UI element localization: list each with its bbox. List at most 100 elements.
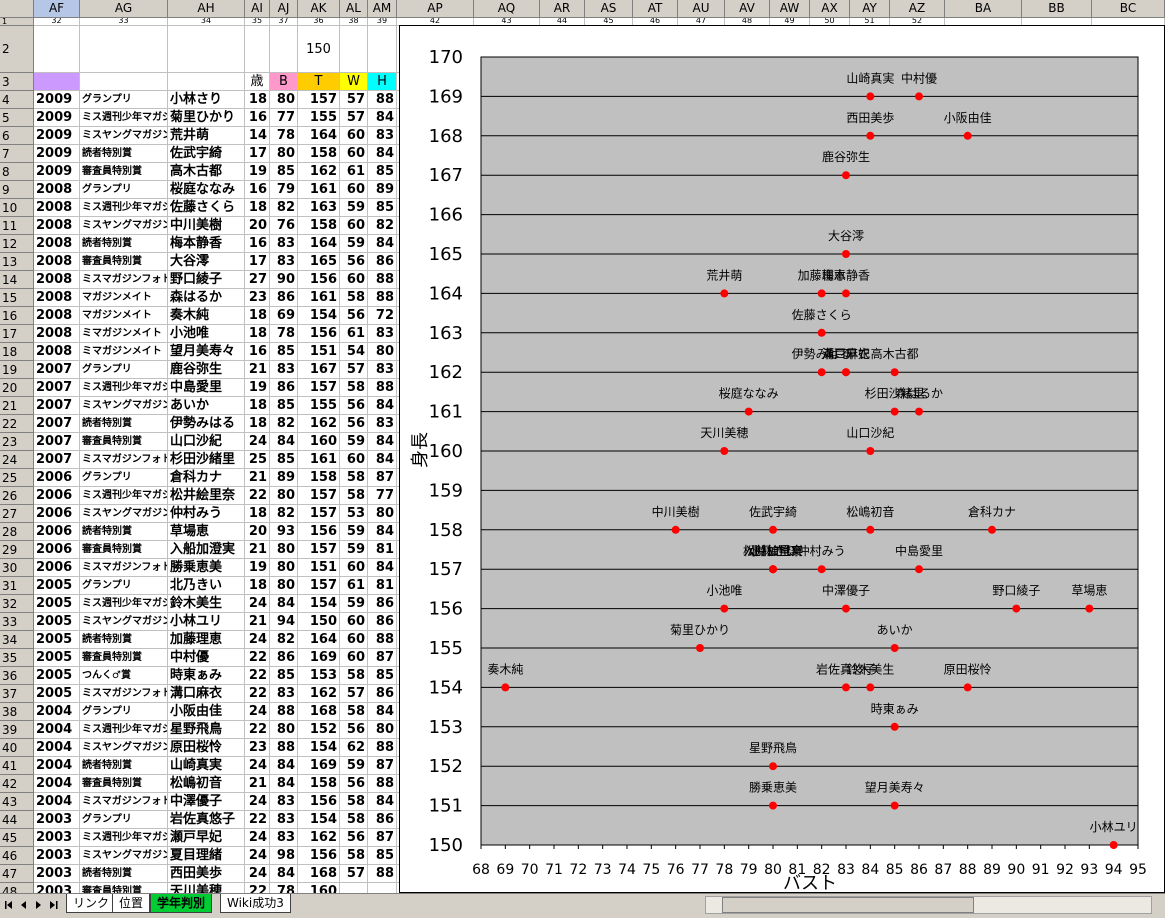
cell[interactable]: 88 — [368, 739, 397, 757]
row-header[interactable]: 39 — [0, 721, 34, 739]
cell[interactable]: 86 — [368, 685, 397, 703]
cell[interactable]: 梅本静香 — [168, 235, 245, 253]
column-header[interactable]: AK — [298, 0, 340, 18]
row-header[interactable]: 42 — [0, 775, 34, 793]
cell[interactable]: 85 — [270, 343, 298, 361]
cell[interactable]: 小林さり — [168, 91, 245, 109]
cell[interactable]: 83 — [368, 415, 397, 433]
cell[interactable]: 菊里ひかり — [168, 109, 245, 127]
cell[interactable]: 60 — [340, 127, 368, 145]
cell[interactable]: 89 — [368, 181, 397, 199]
row-header[interactable]: 5 — [0, 109, 34, 127]
cell[interactable] — [34, 26, 80, 73]
cell[interactable]: 22 — [245, 811, 270, 829]
cell[interactable]: 小阪由佳 — [168, 703, 245, 721]
cell[interactable]: 88 — [368, 271, 397, 289]
cell[interactable]: 27 — [245, 271, 270, 289]
cell[interactable]: 奏木純 — [168, 307, 245, 325]
cell[interactable]: 160 — [298, 433, 340, 451]
cell[interactable]: 150 — [298, 26, 340, 73]
cell[interactable]: 154 — [298, 811, 340, 829]
cell[interactable]: 89 — [270, 469, 298, 487]
cell[interactable]: 2004 — [34, 721, 80, 739]
cell[interactable]: 2003 — [34, 847, 80, 865]
row-header[interactable]: 9 — [0, 181, 34, 199]
cell[interactable]: ミスヤングマガジン — [80, 847, 168, 865]
scroll-thumb[interactable] — [722, 897, 974, 913]
cell[interactable]: 80 — [270, 487, 298, 505]
cell[interactable]: ミスマガジンフォト — [80, 793, 168, 811]
cell[interactable]: ミスヤングマガジン — [80, 127, 168, 145]
cell[interactable]: 56 — [340, 415, 368, 433]
sheet-tab[interactable]: リンク — [66, 894, 117, 913]
row-header[interactable]: 14 — [0, 271, 34, 289]
cell[interactable]: 2006 — [34, 541, 80, 559]
cell[interactable]: 84 — [368, 703, 397, 721]
cell[interactable]: 小池唯 — [168, 325, 245, 343]
cell[interactable]: 80 — [270, 91, 298, 109]
cell[interactable]: 小林ユリ — [168, 613, 245, 631]
cell[interactable]: 33 — [80, 18, 168, 26]
cell[interactable]: 歳 — [245, 73, 270, 91]
cell[interactable]: 22 — [245, 487, 270, 505]
cell[interactable]: ミスヤングマガジン — [80, 397, 168, 415]
cell[interactable]: グランプリ — [80, 577, 168, 595]
cell[interactable]: 158 — [298, 775, 340, 793]
cell[interactable]: 読者特別賞 — [80, 235, 168, 253]
row-header[interactable]: 22 — [0, 415, 34, 433]
cell[interactable]: 156 — [298, 271, 340, 289]
row-header[interactable]: 16 — [0, 307, 34, 325]
cell[interactable]: 155 — [298, 109, 340, 127]
cell[interactable]: 59 — [340, 757, 368, 775]
cell[interactable]: 16 — [245, 109, 270, 127]
cell[interactable]: 57 — [340, 865, 368, 883]
cell[interactable]: 2007 — [34, 379, 80, 397]
cell[interactable]: 21 — [245, 613, 270, 631]
column-header[interactable]: AT — [633, 0, 678, 18]
cell[interactable]: 87 — [368, 757, 397, 775]
cell[interactable]: 24 — [245, 703, 270, 721]
cell[interactable]: 85 — [270, 667, 298, 685]
cell[interactable]: 22 — [245, 685, 270, 703]
cell[interactable] — [270, 26, 298, 73]
cell[interactable]: 86 — [368, 811, 397, 829]
cell[interactable]: 読者特別賞 — [80, 145, 168, 163]
cell[interactable]: 60 — [340, 613, 368, 631]
cell[interactable]: グランプリ — [80, 469, 168, 487]
cell[interactable]: 18 — [245, 577, 270, 595]
cell[interactable]: 2004 — [34, 739, 80, 757]
cell[interactable]: 2007 — [34, 433, 80, 451]
cell[interactable]: 83 — [270, 811, 298, 829]
cell[interactable]: 86 — [368, 613, 397, 631]
cell[interactable]: 14 — [245, 127, 270, 145]
cell[interactable]: 151 — [298, 559, 340, 577]
cell[interactable]: 58 — [340, 667, 368, 685]
cell[interactable]: 杉田沙緒里 — [168, 451, 245, 469]
cell[interactable]: 164 — [298, 127, 340, 145]
cell[interactable]: 80 — [368, 343, 397, 361]
cell[interactable]: 中島愛里 — [168, 379, 245, 397]
row-header[interactable]: 12 — [0, 235, 34, 253]
cell[interactable]: 83 — [270, 793, 298, 811]
cell[interactable]: 読者特別賞 — [80, 757, 168, 775]
cell[interactable]: 仲村みう — [168, 505, 245, 523]
cell[interactable]: 88 — [368, 379, 397, 397]
cell[interactable]: 24 — [245, 757, 270, 775]
cell[interactable]: 78 — [270, 325, 298, 343]
cell[interactable]: 2008 — [34, 181, 80, 199]
cell[interactable]: 2008 — [34, 325, 80, 343]
cell[interactable]: 156 — [298, 325, 340, 343]
cell[interactable]: 72 — [368, 307, 397, 325]
cell[interactable]: 162 — [298, 415, 340, 433]
cell[interactable]: 58 — [340, 703, 368, 721]
cell[interactable]: 星野飛鳥 — [168, 721, 245, 739]
cell[interactable]: 加藤理恵 — [168, 631, 245, 649]
cell[interactable]: 86 — [270, 289, 298, 307]
cell[interactable]: 88 — [270, 739, 298, 757]
cell[interactable]: 58 — [340, 379, 368, 397]
column-header[interactable]: AW — [770, 0, 810, 18]
cell[interactable]: グランプリ — [80, 811, 168, 829]
cell[interactable]: 36 — [298, 18, 340, 26]
column-header[interactable]: BB — [1022, 0, 1092, 18]
cell[interactable]: 2005 — [34, 631, 80, 649]
